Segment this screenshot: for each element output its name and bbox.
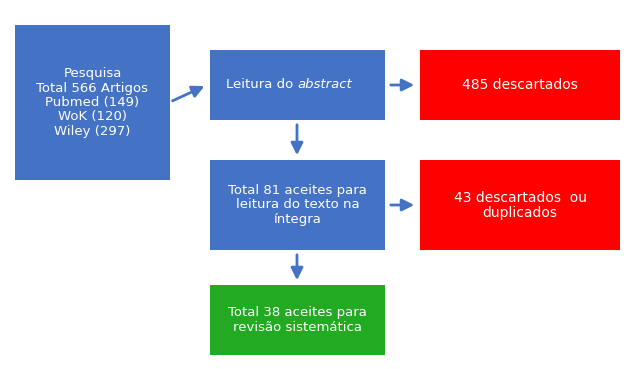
FancyBboxPatch shape (210, 160, 385, 250)
Text: Total 81 aceites para: Total 81 aceites para (228, 184, 367, 197)
Text: Leitura do: Leitura do (226, 79, 297, 92)
Text: 43 descartados  ou: 43 descartados ou (453, 190, 587, 204)
Text: WoK (120): WoK (120) (58, 110, 127, 123)
Text: revisão sistemática: revisão sistemática (233, 321, 362, 334)
FancyBboxPatch shape (420, 50, 620, 120)
Text: 485 descartados: 485 descartados (462, 78, 578, 92)
Text: abstract: abstract (297, 79, 353, 92)
Text: íntegra: íntegra (274, 213, 321, 226)
FancyBboxPatch shape (210, 50, 385, 120)
Text: duplicados: duplicados (483, 206, 558, 220)
Text: leitura do texto na: leitura do texto na (236, 199, 360, 211)
Text: Pubmed (149): Pubmed (149) (46, 96, 140, 109)
FancyBboxPatch shape (15, 25, 170, 180)
Text: Pesquisa: Pesquisa (63, 68, 122, 80)
FancyBboxPatch shape (210, 285, 385, 355)
Text: Total 566 Artigos: Total 566 Artigos (37, 82, 149, 95)
FancyBboxPatch shape (420, 160, 620, 250)
Text: Wiley (297): Wiley (297) (54, 124, 131, 138)
Text: Total 38 aceites para: Total 38 aceites para (228, 306, 367, 320)
